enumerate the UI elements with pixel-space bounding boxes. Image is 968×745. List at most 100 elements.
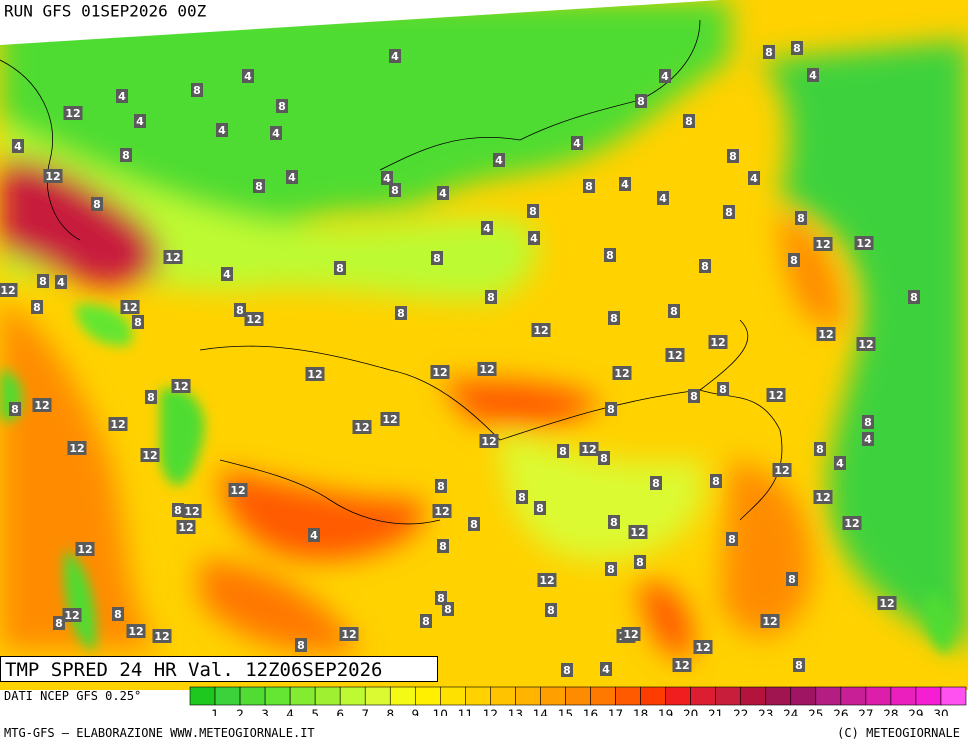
contour-label-box <box>619 177 631 191</box>
contour-label-box <box>561 663 573 677</box>
contour-label-box <box>134 114 146 128</box>
contour-label-box <box>813 490 833 504</box>
legend-swatch <box>314 686 341 706</box>
contour-label: 4 <box>136 115 144 128</box>
contour-label-box <box>600 662 612 676</box>
legend-tick-label: 30 <box>933 708 948 717</box>
contour-label-box <box>531 323 551 337</box>
contour-label-box <box>862 432 874 446</box>
contour-label: 8 <box>518 491 526 504</box>
contour-label: 8 <box>134 316 142 329</box>
contour-label-box <box>32 398 52 412</box>
contour-label-box <box>726 532 738 546</box>
contour-label-box <box>120 148 132 162</box>
legend-tick-label: 11 <box>458 708 473 717</box>
contour-label-box <box>579 442 599 456</box>
contour-label: 12 <box>815 491 830 504</box>
contour-label: 8 <box>607 563 615 576</box>
contour-label-box <box>688 389 700 403</box>
contour-label-box <box>516 490 528 504</box>
contour-label-box <box>528 231 540 245</box>
contour-label-box <box>748 171 760 185</box>
contour-label-box <box>12 139 24 153</box>
contour-label: 12 <box>77 543 92 556</box>
legend-tick-label: 8 <box>386 708 394 717</box>
legend-swatch <box>890 686 917 706</box>
contour-label: 4 <box>573 137 581 150</box>
contour-label: 8 <box>728 533 736 546</box>
legend-tick-label: 17 <box>608 708 623 717</box>
contour-label: 12 <box>184 505 199 518</box>
contour-label: 8 <box>788 573 796 586</box>
legend-swatch <box>815 686 842 706</box>
legend-tick-label: 9 <box>411 708 419 717</box>
contour-label-box <box>795 211 807 225</box>
legend-swatch <box>364 686 391 706</box>
contour-label: 12 <box>0 284 15 297</box>
legend-tick-label: 19 <box>658 708 673 717</box>
contour-label-box <box>442 602 454 616</box>
contour-label: 12 <box>173 380 188 393</box>
contour-label-box <box>305 367 325 381</box>
contour-label-box <box>242 69 254 83</box>
contour-label: 8 <box>278 100 286 113</box>
contour-label: 4 <box>288 171 296 184</box>
legend-tick-label: 6 <box>336 708 344 717</box>
contour-label-box <box>191 83 203 97</box>
contour-label-box <box>527 204 539 218</box>
contour-label-box <box>352 420 372 434</box>
contour-label-box <box>723 205 735 219</box>
contour-label-box <box>339 627 359 641</box>
legend-tick-label: 20 <box>683 708 698 717</box>
contour-label-box <box>693 640 713 654</box>
contour-label: 12 <box>667 349 682 362</box>
contour-label: 4 <box>383 172 391 185</box>
map-title: TMP SPRED 24 HR Val. 12Z06SEP2026 <box>0 656 438 682</box>
contour-label-box <box>270 126 282 140</box>
map-edge <box>0 0 720 45</box>
contour-label: 12 <box>382 413 397 426</box>
contour-label: 8 <box>864 416 872 429</box>
contour-label: 12 <box>623 628 638 641</box>
legend-tick-label: 26 <box>833 708 848 717</box>
contour-label-box <box>856 337 876 351</box>
contour-label-box <box>485 290 497 304</box>
contour-label-box <box>75 542 95 556</box>
contour-label-box <box>126 624 146 638</box>
legend-tick-label: 29 <box>908 708 923 717</box>
legend-swatch <box>339 686 366 706</box>
contour-label-box <box>468 517 480 531</box>
legend-tick-label: 12 <box>483 708 498 717</box>
contour-label: 8 <box>636 556 644 569</box>
legend-tick-label: 10 <box>433 708 448 717</box>
contour-label: 8 <box>174 504 182 517</box>
contour-label-box <box>813 237 833 251</box>
contour-label: 8 <box>701 260 709 273</box>
contour-label-box <box>152 629 172 643</box>
contour-label: 8 <box>93 198 101 211</box>
contour-label: 4 <box>661 70 669 83</box>
contour-label-box <box>216 123 228 137</box>
contour-label-box <box>635 94 647 108</box>
contour-label: 8 <box>690 390 698 403</box>
contour-label: 12 <box>165 251 180 264</box>
legend-swatch <box>440 686 466 706</box>
contour-label: 4 <box>809 69 817 82</box>
legend-tick-label: 4 <box>286 708 294 717</box>
contour-label-box <box>67 441 87 455</box>
contour-label: 4 <box>310 529 318 542</box>
contour-label: 4 <box>483 222 491 235</box>
contour-label: 4 <box>118 90 126 103</box>
contour-label: 12 <box>178 521 193 534</box>
contour-label: 8 <box>585 180 593 193</box>
legend-swatch <box>515 686 541 706</box>
legend-swatch <box>915 686 942 706</box>
contour-label: 4 <box>530 232 538 245</box>
legend-swatch <box>615 686 641 706</box>
legend-tick-label: 2 <box>236 708 244 717</box>
contour-label-box <box>668 304 680 318</box>
contour-label: 12 <box>65 107 80 120</box>
legend-swatch <box>765 686 792 706</box>
